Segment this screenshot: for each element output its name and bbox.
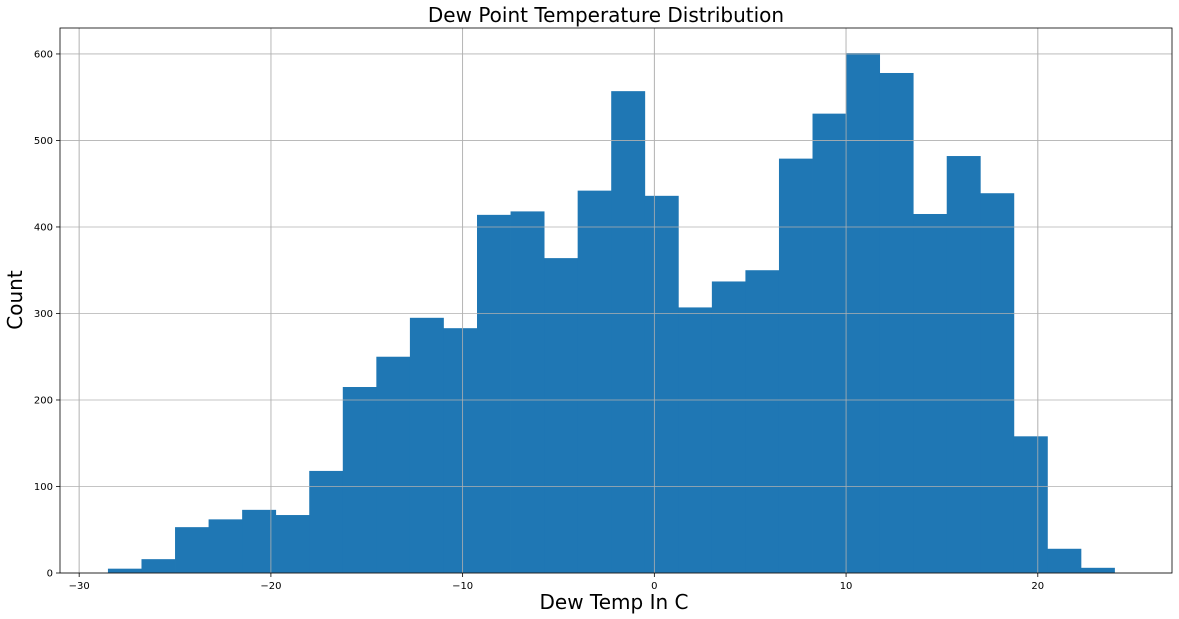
x-tick-label: 10 (840, 581, 853, 592)
y-tick-label: 300 (34, 309, 53, 320)
histogram-bar (778, 158, 813, 573)
histogram-bar (443, 328, 478, 573)
histogram-bar (544, 258, 579, 573)
histogram-bar (980, 193, 1015, 573)
histogram-bar (611, 91, 646, 574)
histogram-bar (812, 113, 847, 574)
histogram-bar (913, 213, 948, 573)
x-tick-label: −30 (69, 581, 90, 592)
histogram-bars (60, 28, 1172, 574)
chart-title: Dew Point Temperature Distribution (428, 3, 784, 27)
histogram-bar (577, 190, 612, 573)
histogram-bar (1013, 436, 1048, 573)
y-tick-label: 600 (34, 49, 53, 60)
histogram-bar (711, 281, 746, 573)
histogram-bar (242, 509, 277, 573)
x-tick-label: −20 (260, 581, 281, 592)
plot-frame (59, 27, 1173, 574)
y-tick-label: 0 (47, 569, 53, 580)
histogram-bar (175, 527, 209, 573)
histogram-bar (342, 387, 377, 573)
y-tick-label: 100 (34, 482, 53, 493)
x-axis-ticks: −30 −20 −10 0 10 20 (69, 573, 1044, 592)
histogram-bar (678, 307, 713, 573)
y-tick-label: 400 (34, 222, 53, 233)
histogram-bar (208, 519, 243, 573)
x-tick-label: 20 (1031, 581, 1044, 592)
histogram-bar (275, 515, 310, 573)
histogram-bar (745, 270, 780, 573)
x-tick-label: −10 (452, 581, 473, 592)
histogram-bar (1080, 567, 1115, 573)
x-tick-label: 0 (651, 581, 657, 592)
histogram-bar (309, 470, 344, 573)
histogram-bar (107, 568, 142, 573)
histogram-bar (1047, 548, 1082, 573)
y-axis-ticks: 0 100 200 300 400 500 600 (34, 49, 60, 580)
histogram-bar (409, 317, 444, 573)
histogram-bar (879, 72, 914, 573)
x-axis-label: Dew Temp In C (540, 590, 689, 614)
histogram-bar (510, 211, 545, 573)
histogram-bar (846, 53, 881, 574)
y-axis-label: Count (3, 270, 27, 330)
histogram-bar (946, 156, 981, 574)
histogram-bar (477, 214, 511, 573)
histogram-bar (644, 195, 679, 574)
histogram-bar (376, 356, 411, 573)
y-tick-label: 200 (34, 395, 53, 406)
y-tick-label: 500 (34, 136, 53, 147)
histogram-bar (141, 559, 176, 573)
